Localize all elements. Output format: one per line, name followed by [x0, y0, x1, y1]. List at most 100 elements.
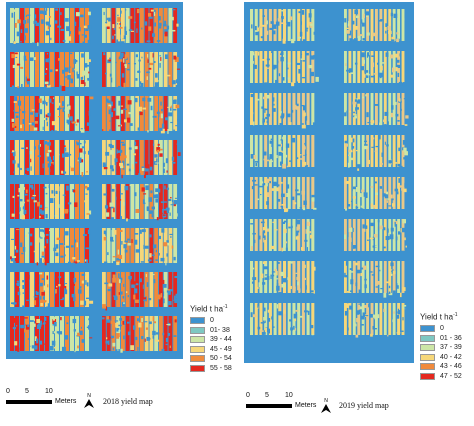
yield-speckle — [111, 240, 114, 242]
plot-strip — [273, 303, 277, 335]
yield-speckle — [288, 226, 291, 229]
yield-speckle — [273, 181, 277, 187]
yield-speckle — [129, 184, 132, 187]
yield-speckle — [68, 66, 71, 69]
yield-speckle — [373, 204, 376, 209]
yield-speckle — [31, 122, 35, 126]
yield-speckle — [371, 274, 375, 276]
yield-speckle — [47, 142, 51, 146]
yield-speckle — [39, 216, 41, 218]
yield-speckle — [56, 237, 61, 240]
yield-speckle — [285, 143, 290, 148]
yield-speckle — [104, 282, 109, 285]
yield-speckle — [44, 73, 47, 75]
yield-speckle — [355, 334, 359, 338]
yield-speckle — [347, 110, 352, 113]
yield-speckle — [160, 101, 162, 106]
yield-speckle — [379, 225, 383, 230]
yield-speckle — [88, 318, 92, 321]
yield-speckle — [263, 158, 266, 161]
plot-strip — [149, 140, 154, 175]
yield-speckle — [266, 275, 270, 280]
yield-speckle — [364, 278, 367, 281]
yield-speckle — [105, 151, 110, 156]
yield-speckle — [64, 245, 67, 247]
yield-speckle — [38, 109, 43, 115]
yield-speckle — [35, 22, 40, 27]
yield-speckle — [88, 71, 90, 74]
yield-speckle — [279, 51, 281, 54]
plot-strip — [397, 9, 401, 41]
yield-speckle — [160, 57, 162, 61]
yield-speckle — [174, 197, 178, 199]
yield-speckle — [257, 51, 260, 56]
yield-speckle — [352, 101, 357, 105]
yield-speckle — [148, 298, 152, 301]
yield-speckle — [355, 186, 358, 192]
yield-map-2019 — [244, 2, 414, 363]
yield-speckle — [369, 271, 373, 273]
plot-strip — [40, 272, 44, 307]
yield-speckle — [135, 209, 140, 213]
yield-speckle — [22, 305, 25, 308]
yield-speckle — [363, 192, 368, 197]
plot-strip — [254, 219, 258, 251]
plot-strip — [75, 52, 79, 87]
plot-strip — [254, 177, 258, 209]
yield-speckle — [165, 260, 167, 266]
plot-strip — [278, 177, 282, 209]
yield-speckle — [177, 119, 180, 122]
yield-speckle — [56, 285, 58, 288]
yield-speckle — [60, 299, 64, 301]
yield-speckle — [155, 198, 159, 203]
yield-speckle — [250, 267, 255, 270]
yield-speckle — [383, 119, 385, 122]
yield-speckle — [118, 349, 120, 353]
plot-strip — [278, 51, 282, 83]
yield-speckle — [64, 152, 69, 157]
yield-speckle — [367, 159, 370, 165]
yield-speckle — [315, 98, 319, 103]
yield-speckle — [126, 163, 130, 166]
plot-strip — [20, 316, 24, 351]
yield-speckle — [387, 121, 389, 125]
yield-speckle — [170, 204, 175, 206]
yield-speckle — [260, 144, 263, 148]
yield-speckle — [385, 191, 389, 195]
yield-speckle — [69, 31, 71, 35]
plot-strip — [25, 52, 29, 87]
plot-strip — [273, 219, 277, 251]
plot-strip — [140, 52, 144, 87]
plot-strip — [121, 184, 125, 219]
yield-speckle — [145, 185, 149, 191]
yield-speckle — [21, 147, 26, 150]
yield-speckle — [266, 178, 271, 183]
plot-strip — [102, 228, 106, 263]
yield-speckle — [288, 261, 293, 264]
yield-speckle — [295, 189, 299, 192]
plot-strip — [45, 140, 49, 175]
plot-strip — [278, 219, 282, 251]
yield-speckle — [134, 192, 137, 197]
yield-speckle — [361, 22, 365, 27]
yield-speckle — [375, 29, 378, 35]
yield-speckle — [115, 115, 120, 120]
yield-speckle — [80, 14, 84, 18]
plot-strip — [173, 8, 178, 43]
plot-strip — [140, 272, 144, 307]
yield-speckle — [22, 119, 24, 124]
yield-speckle — [391, 36, 395, 42]
yield-speckle — [20, 66, 24, 69]
plot-strip — [163, 272, 168, 307]
yield-speckle — [56, 331, 59, 334]
yield-speckle — [46, 275, 49, 280]
yield-speckle — [57, 25, 62, 28]
yield-speckle — [155, 194, 160, 199]
yield-speckle — [264, 108, 266, 113]
yield-speckle — [33, 296, 38, 298]
yield-speckle — [274, 268, 278, 273]
yield-speckle — [257, 198, 260, 201]
yield-speckle — [291, 38, 295, 44]
yield-speckle — [291, 109, 294, 113]
yield-speckle — [275, 79, 279, 84]
